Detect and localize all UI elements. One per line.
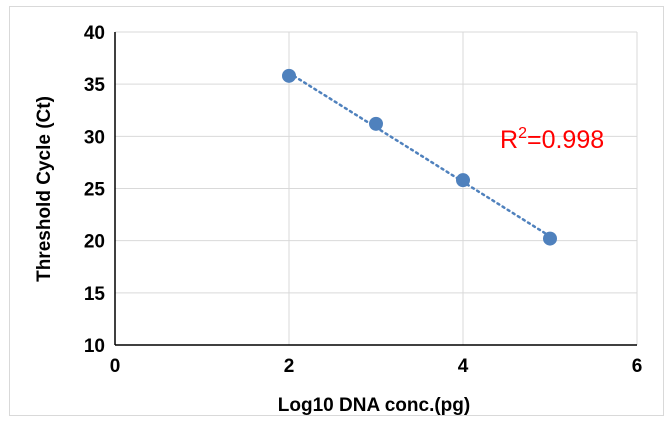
axis-layer [114,32,637,346]
trend-layer [287,71,552,238]
chart-frame [9,6,664,416]
point-layer [282,68,557,246]
data-point [456,173,470,188]
grid-layer [115,31,638,345]
y-tick-label: 15 [84,284,106,305]
r-squared-value: =0.998 [527,126,604,154]
trendline [287,71,552,238]
y-axis-title: Threshold Cycle (Ct) [34,96,55,282]
r-squared-superscript: 2 [518,125,527,142]
data-point [543,231,557,246]
r-squared-annotation: R2=0.998 [500,125,604,154]
y-tick-label: 30 [84,127,105,148]
x-tick-label: 0 [110,356,121,377]
data-point [369,116,383,131]
x-tick-label: 4 [458,356,469,377]
y-tick-label: 35 [84,75,106,96]
y-tick-label: 25 [84,180,106,201]
r-squared-base: R [500,126,518,154]
y-tick-label: 20 [84,232,105,253]
x-tick-label: 2 [284,356,295,377]
x-axis-title: Log10 DNA conc.(pg) [278,395,470,416]
y-tick-label: 40 [84,23,105,44]
data-point [282,68,296,83]
label-layer: 10 15 20 25 30 35 40 0 2 4 6 [84,23,642,377]
y-tick-label: 10 [84,336,105,357]
x-tick-label: 6 [632,356,643,377]
